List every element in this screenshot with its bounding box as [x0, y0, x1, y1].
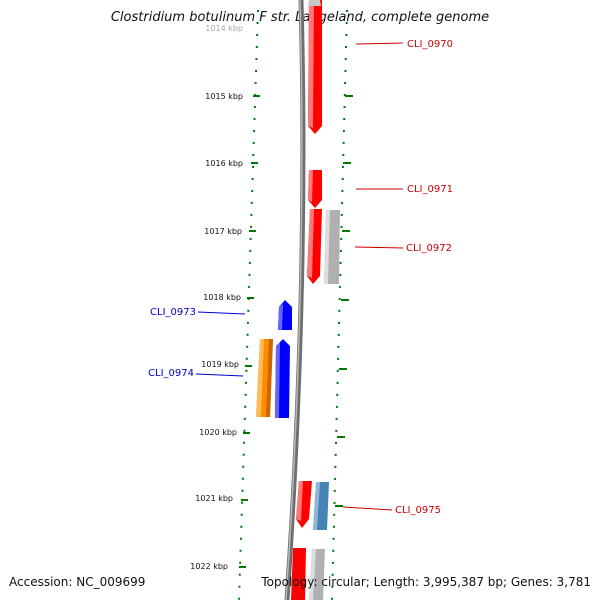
tick-label: 1017 kbp	[204, 227, 242, 236]
leader-line-cli-0970	[355, 42, 404, 45]
tick-label: 1014 kbp	[205, 24, 243, 33]
leader-line-cli-0974	[195, 373, 244, 377]
tick-label: 1019 kbp	[201, 360, 239, 369]
tick-label: 1018 kbp	[203, 293, 241, 302]
rna-genes	[256, 339, 273, 417]
gene-label-cli-0973: CLI_0973	[150, 307, 196, 318]
pseudo-genes	[308, 0, 340, 600]
leader-line-cli-0973	[197, 311, 246, 315]
gene-grey-top[interactable]	[308, 0, 321, 6]
accession-text: Accession: NC_009699	[9, 575, 146, 589]
leader-line-cli-0972	[354, 246, 404, 249]
tick-label: 1020 kbp	[199, 428, 237, 437]
outer-dotted-ruler	[331, 9, 348, 600]
tick-label: 1022 kbp	[190, 562, 228, 571]
gene-label-cli-0972: CLI_0972	[406, 243, 452, 254]
reverse-genes	[275, 300, 292, 418]
tick-label: 1015 kbp	[205, 92, 243, 101]
tick-dashes	[239, 95, 353, 568]
gene-label-cli-0974: CLI_0974	[148, 368, 194, 379]
gene-forward-bottom[interactable]	[291, 548, 306, 600]
tick-label: 1021 kbp	[195, 494, 233, 503]
forward-genes	[291, 0, 322, 600]
tick-label: 1016 kbp	[205, 159, 243, 168]
genome-backbone	[284, 0, 306, 600]
gene-label-cli-0970: CLI_0970	[407, 39, 453, 50]
gene-label-cli-0975: CLI_0975	[395, 505, 441, 516]
leader-line-cli-0975	[342, 506, 393, 511]
gene-label-cli-0971: CLI_0971	[407, 184, 453, 195]
topology-text: Topology: circular; Length: 3,995,387 bp…	[261, 575, 591, 589]
